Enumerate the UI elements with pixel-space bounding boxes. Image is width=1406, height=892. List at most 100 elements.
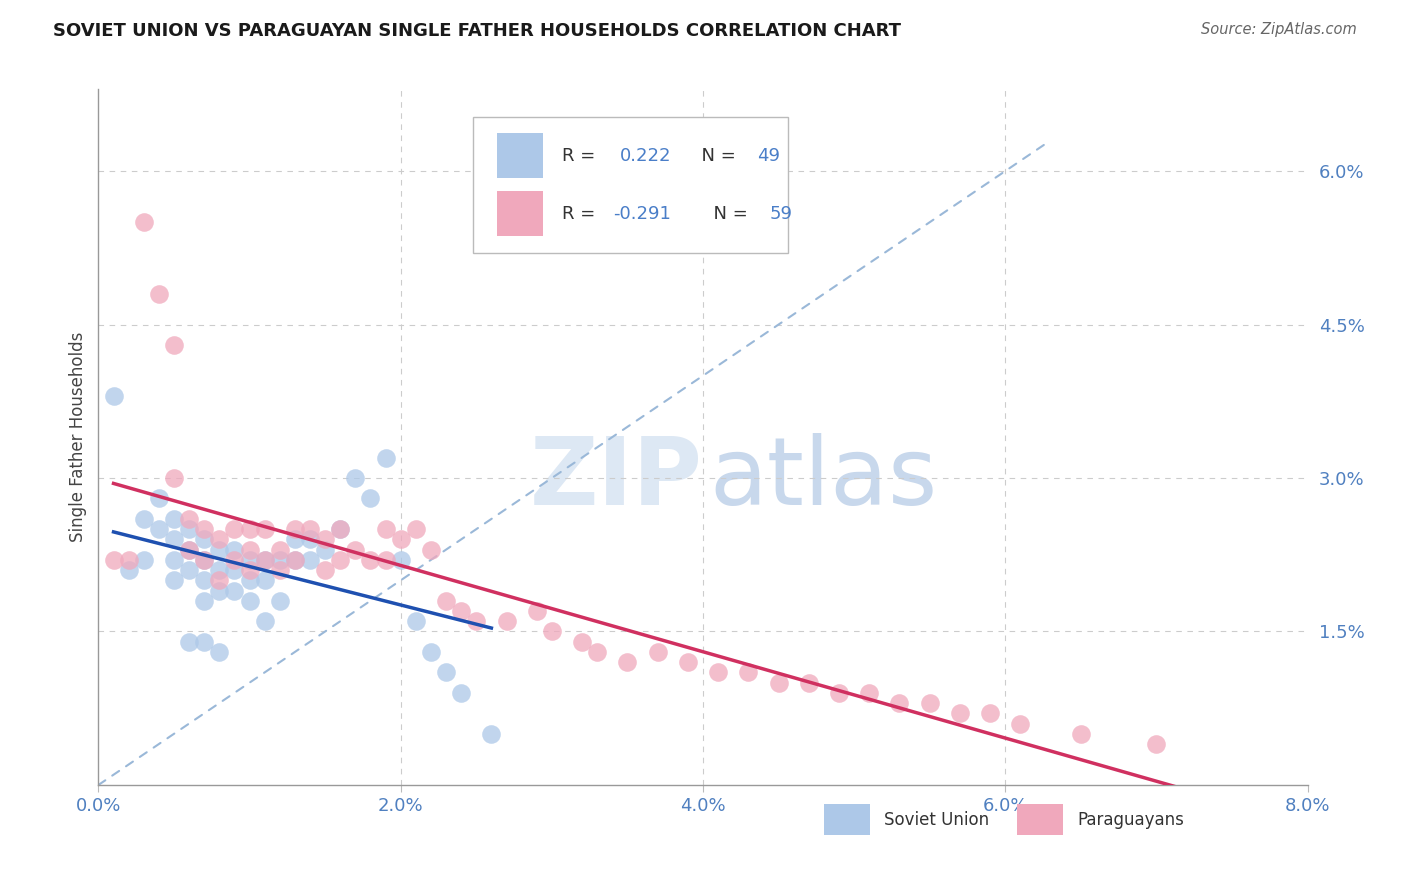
Text: Source: ZipAtlas.com: Source: ZipAtlas.com xyxy=(1201,22,1357,37)
Point xyxy=(526,604,548,618)
Point xyxy=(103,389,125,403)
Point xyxy=(420,645,443,659)
Text: R =: R = xyxy=(561,147,606,165)
Point xyxy=(193,634,215,648)
Text: N =: N = xyxy=(702,205,754,223)
Text: 0.222: 0.222 xyxy=(620,147,671,165)
Point xyxy=(163,512,186,526)
Point xyxy=(269,563,291,577)
Point xyxy=(450,604,472,618)
Bar xyxy=(824,804,870,835)
Text: ZIP: ZIP xyxy=(530,433,703,524)
Point xyxy=(163,574,186,588)
Point xyxy=(299,553,322,567)
Bar xyxy=(498,133,543,178)
Text: atlas: atlas xyxy=(709,433,938,524)
Text: R =: R = xyxy=(561,205,600,223)
Bar xyxy=(1018,804,1063,835)
Point xyxy=(208,574,231,588)
Point xyxy=(299,522,322,536)
Point xyxy=(193,594,215,608)
Point xyxy=(132,512,155,526)
Text: 59: 59 xyxy=(769,205,793,223)
Point xyxy=(208,563,231,577)
Point xyxy=(269,553,291,567)
Point xyxy=(450,686,472,700)
Point xyxy=(253,553,276,567)
Point xyxy=(239,522,262,536)
Point xyxy=(284,553,307,567)
Point xyxy=(344,471,367,485)
Point xyxy=(239,594,262,608)
Point xyxy=(208,542,231,557)
Point xyxy=(374,450,396,465)
Point xyxy=(737,665,759,680)
Point xyxy=(571,634,593,648)
Point xyxy=(118,563,141,577)
Point xyxy=(148,286,170,301)
Point xyxy=(389,553,412,567)
Point xyxy=(148,522,170,536)
Point xyxy=(253,553,276,567)
Point xyxy=(148,491,170,506)
Point xyxy=(647,645,669,659)
Point xyxy=(1146,737,1168,751)
Point xyxy=(314,533,336,547)
Point xyxy=(586,645,609,659)
Point xyxy=(420,542,443,557)
Point xyxy=(284,533,307,547)
Point xyxy=(360,553,382,567)
Point xyxy=(132,215,155,229)
Point xyxy=(465,614,488,628)
Point xyxy=(269,542,291,557)
Point xyxy=(828,686,851,700)
Point xyxy=(374,522,396,536)
Point xyxy=(193,553,215,567)
Point xyxy=(224,522,246,536)
Y-axis label: Single Father Households: Single Father Households xyxy=(69,332,87,542)
Point xyxy=(269,594,291,608)
Point xyxy=(344,542,367,557)
Text: 49: 49 xyxy=(758,147,780,165)
Point xyxy=(179,634,201,648)
Point xyxy=(193,533,215,547)
Point xyxy=(540,624,562,639)
Text: SOVIET UNION VS PARAGUAYAN SINGLE FATHER HOUSEHOLDS CORRELATION CHART: SOVIET UNION VS PARAGUAYAN SINGLE FATHER… xyxy=(53,22,901,40)
Point xyxy=(163,471,186,485)
Point xyxy=(374,553,396,567)
Point xyxy=(253,614,276,628)
Point xyxy=(616,655,638,669)
Point xyxy=(224,553,246,567)
Point xyxy=(797,675,820,690)
Point xyxy=(193,574,215,588)
Point xyxy=(329,522,352,536)
Bar xyxy=(498,191,543,236)
Point xyxy=(495,614,517,628)
Point xyxy=(179,522,201,536)
Point xyxy=(1070,727,1092,741)
Point xyxy=(889,696,911,710)
Point xyxy=(163,553,186,567)
Point xyxy=(224,542,246,557)
Point xyxy=(707,665,730,680)
Point xyxy=(329,553,352,567)
Text: -0.291: -0.291 xyxy=(613,205,672,223)
Point xyxy=(858,686,880,700)
Point xyxy=(1010,716,1032,731)
Point xyxy=(239,553,262,567)
Point xyxy=(224,583,246,598)
Point xyxy=(768,675,790,690)
Point xyxy=(329,522,352,536)
Point xyxy=(949,706,972,721)
Point xyxy=(208,583,231,598)
Point xyxy=(434,665,457,680)
Point xyxy=(208,533,231,547)
Point xyxy=(179,512,201,526)
Point xyxy=(103,553,125,567)
Point xyxy=(405,614,427,628)
Point xyxy=(284,522,307,536)
Point xyxy=(179,542,201,557)
Point xyxy=(118,553,141,567)
Text: Paraguayans: Paraguayans xyxy=(1078,811,1185,829)
FancyBboxPatch shape xyxy=(474,117,787,252)
